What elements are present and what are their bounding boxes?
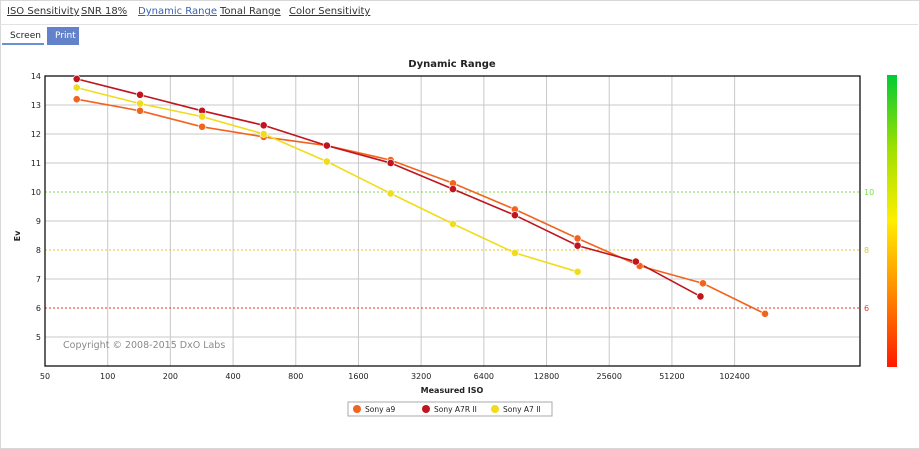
legend-label: Sony A7R II [434,405,477,414]
data-point [761,309,769,318]
x-tick-label: 25600 [597,372,622,381]
tab-snr-18[interactable]: SNR 18% [81,6,128,17]
data-point [573,241,582,250]
x-tick-label: 50 [40,372,50,381]
x-tick-label: 102400 [719,372,750,381]
series-line [76,86,578,273]
plot-border [44,75,861,367]
x-tick-label: 6400 [474,372,494,381]
tab-tonal-range[interactable]: Tonal Range [220,6,281,17]
data-point [386,189,395,198]
y-axis-title: Ev [13,230,22,241]
x-tick-label: 800 [288,372,303,381]
y-tick-label: 6 [36,304,41,313]
y-tick-label: 9 [36,217,41,226]
x-tick-label: 400 [225,372,240,381]
y-tick-label: 13 [31,101,41,110]
legend-marker [422,405,430,413]
data-point [449,185,457,193]
data-point [198,122,207,131]
x-tick-label: 100 [100,372,115,381]
data-point [198,112,207,121]
y-tick-label: 8 [36,246,41,255]
x-tick-label: 1600 [348,372,368,381]
data-point [322,141,331,150]
y-tick-label: 14 [31,72,41,81]
legend-box [347,401,553,417]
x-tick-label: 200 [163,372,178,381]
y-tick-label: 12 [31,130,41,139]
tab-divider [0,24,918,25]
x-tick-label: 3200 [411,372,431,381]
data-point [136,106,144,115]
subtab-print[interactable]: Print [47,27,79,45]
data-point [631,257,640,266]
legend-marker [353,405,361,413]
legend-label: Sony A7 II [503,405,541,414]
chart-title: Dynamic Range [408,59,496,70]
legend-marker [491,405,499,413]
data-point [573,234,582,243]
y-tick-label: 5 [36,333,41,342]
tab-color-sensitivity[interactable]: Color Sensitivity [289,6,371,17]
y-tick-label: 11 [31,159,41,168]
copyright-text: Copyright © 2008-2015 DxO Labs [63,340,225,351]
data-point [72,83,81,92]
data-point [136,90,144,99]
x-axis-title: Measured ISO [421,386,484,395]
data-point [449,219,457,228]
reference-label: 8 [864,246,869,255]
x-tick-label: 51200 [659,372,684,381]
data-point [510,248,519,257]
data-point [259,121,268,130]
data-point [696,292,705,301]
data-point [259,130,268,138]
subtab-screen[interactable]: Screen [2,27,44,45]
reference-label: 6 [864,304,869,313]
reference-label: 10 [864,188,874,197]
color-scale-bar [887,75,897,367]
data-point [699,279,707,288]
x-tick-label: 12800 [534,372,559,381]
data-point [573,267,582,276]
data-point [386,159,395,167]
tab-iso-sensitivity[interactable]: ISO Sensitivity [7,6,80,17]
chart-legend: Sony a9 Sony A7R II Sony A7 II [347,401,553,417]
data-point [322,157,331,166]
legend-label: Sony a9 [365,405,396,414]
data-point [136,99,144,108]
y-tick-label: 10 [31,188,41,197]
tab-dynamic-range[interactable]: Dynamic Range [138,6,217,17]
data-point [72,75,81,83]
data-point [72,95,81,104]
data-point [510,211,519,220]
y-tick-label: 7 [36,275,41,284]
